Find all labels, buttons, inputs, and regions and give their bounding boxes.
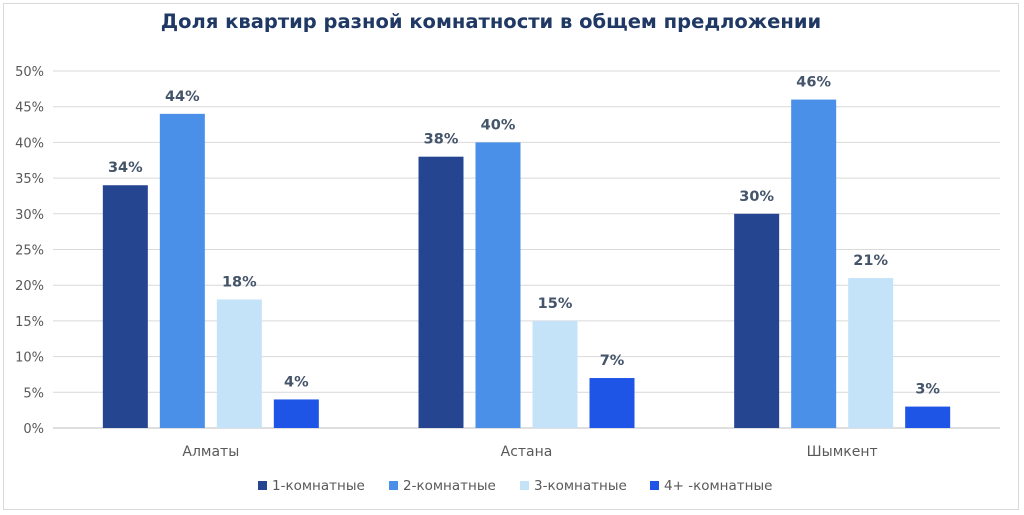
legend-swatch (650, 481, 659, 490)
y-tick-label: 20% (15, 279, 44, 294)
y-tick-label: 30% (15, 208, 44, 223)
legend-label: 2-комнатные (403, 478, 496, 494)
y-axis-ticks: 0% 5% 10% 15% 20% 25% 30% 35% 40% 45% 50% (15, 65, 44, 437)
data-label: 18% (222, 274, 257, 290)
x-category-label: Алматы (182, 444, 239, 460)
y-tick-label: 5% (23, 386, 44, 401)
x-category-label: Астана (501, 444, 553, 460)
y-tick-label: 45% (15, 101, 44, 116)
bar (589, 378, 635, 428)
data-label: 4% (284, 374, 309, 390)
bar (791, 99, 837, 428)
data-label: 21% (853, 253, 888, 269)
legend-swatch (389, 481, 398, 490)
bar (102, 185, 148, 428)
legend-label: 1-комнатные (272, 478, 365, 494)
y-tick-label: 15% (15, 315, 44, 330)
legend-swatch (520, 481, 529, 490)
legend-item: 4+ -комнатные (650, 478, 772, 494)
bar (475, 142, 521, 428)
data-label: 30% (739, 189, 774, 205)
gridlines (53, 70, 1000, 429)
data-label: 7% (600, 353, 625, 369)
data-label: 40% (481, 117, 516, 133)
data-labels: 34% 44% 18% 4% 38% 40% 15% 7% 30% 46% 21% 3% (108, 75, 940, 398)
legend-item: 1-комнатные (258, 478, 365, 494)
bar (273, 399, 319, 428)
x-category-label: Шымкент (807, 444, 878, 460)
data-label: 34% (108, 160, 143, 176)
bar (848, 278, 894, 428)
y-tick-label: 35% (15, 172, 44, 187)
y-tick-label: 10% (15, 351, 44, 366)
data-label: 44% (165, 89, 200, 105)
bar (532, 320, 578, 428)
legend-label: 3-комнатные (534, 478, 627, 494)
category-labels: Алматы Астана Шымкент (182, 444, 877, 460)
y-tick-label: 25% (15, 244, 44, 259)
legend-item: 2-комнатные (389, 478, 496, 494)
legend-swatch (258, 481, 267, 490)
bar (216, 299, 262, 428)
bar (159, 113, 205, 428)
y-tick-label: 40% (15, 136, 44, 151)
data-label: 15% (538, 296, 573, 312)
data-label: 3% (915, 382, 940, 398)
legend-label: 4+ -комнатные (664, 478, 772, 494)
data-label: 46% (796, 75, 831, 91)
bars (102, 99, 951, 428)
y-tick-label: 0% (23, 422, 44, 437)
bar (905, 406, 951, 428)
bar (418, 156, 464, 428)
data-label: 38% (424, 132, 459, 148)
legend-item: 3-комнатные (520, 478, 627, 494)
bar (734, 213, 780, 428)
chart-title: Доля квартир разной комнатности в общем … (161, 10, 821, 33)
legend: 1-комнатные 2-комнатные 3-комнатные 4+ -ком… (258, 478, 772, 494)
y-tick-label: 50% (15, 65, 44, 80)
